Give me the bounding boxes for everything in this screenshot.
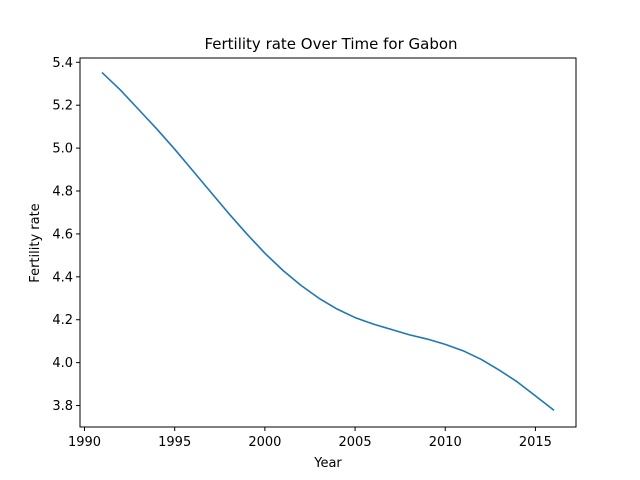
y-axis-label: Fertility rate xyxy=(28,203,43,282)
x-tick-label: 2015 xyxy=(519,435,552,450)
x-tick-label: 2010 xyxy=(429,435,462,450)
x-tick-label: 2005 xyxy=(339,435,372,450)
x-axis-label: Year xyxy=(313,456,342,471)
y-tick-label: 5.0 xyxy=(52,142,73,157)
y-tick-label: 3.8 xyxy=(52,399,73,414)
plot-frame xyxy=(79,57,577,428)
y-tick-label: 4.8 xyxy=(52,185,73,200)
y-tick-label: 4.6 xyxy=(52,227,73,242)
y-tick-label: 5.2 xyxy=(52,99,73,114)
chart-title: Fertility rate Over Time for Gabon xyxy=(204,35,457,53)
series-line xyxy=(101,71,555,411)
x-tick-label: 1995 xyxy=(158,435,191,450)
y-tick-label: 5.4 xyxy=(52,56,73,71)
y-tick-label: 4.2 xyxy=(52,313,73,328)
y-tick-label: 4.0 xyxy=(52,356,73,371)
y-axis: 3.8 4.0 4.2 4.4 4.6 4.8 5.0 5.2 5.4 xyxy=(52,56,80,414)
plot-area xyxy=(80,58,576,427)
x-tick-label: 2000 xyxy=(248,435,281,450)
x-axis: 1990 1995 2000 2005 2010 2015 xyxy=(68,427,552,450)
y-tick-label: 4.4 xyxy=(52,270,73,285)
x-tick-label: 1990 xyxy=(68,435,101,450)
series-layer xyxy=(101,71,555,411)
